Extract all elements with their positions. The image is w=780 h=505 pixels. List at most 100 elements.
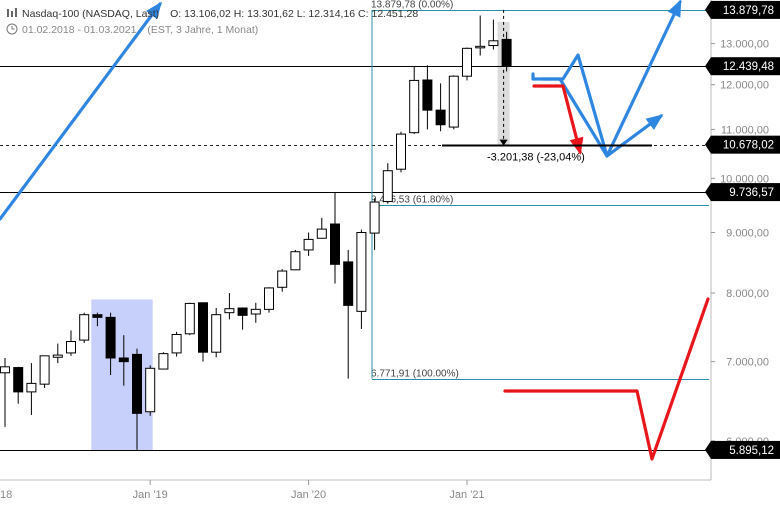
blue-arrow-lower-path	[541, 77, 663, 158]
candle-body	[475, 45, 486, 49]
candle	[198, 302, 208, 362]
candle-body	[105, 316, 116, 359]
candle	[396, 131, 406, 173]
candle	[145, 365, 156, 416]
candle	[39, 355, 50, 389]
candle-body	[277, 270, 288, 288]
candle	[343, 249, 354, 379]
x-axis: 18 Jan '19 Jan '20 Jan '21	[0, 480, 485, 501]
price-badge-label: 5.895,12	[729, 445, 774, 457]
chart-range-meta: 01.02.2018 - 01.03.2021 (EST, 3 Jahre, 1…	[22, 24, 258, 36]
y-tick-label: 8.000,00	[726, 288, 769, 300]
candle-body	[330, 223, 340, 265]
fibonacci-layer: 13.879,78 (0.00%) 9.496,53 (61.80%) 6.771,…	[371, 0, 709, 380]
candle	[250, 302, 261, 323]
price-badge-bg	[711, 440, 780, 459]
x-tick-label: Jan '19	[133, 489, 168, 501]
candle-body	[145, 367, 156, 413]
price-badge-label: 10.678,02	[723, 140, 774, 152]
price-badge: 12.439,48	[705, 57, 780, 76]
candle	[356, 229, 367, 329]
price-badge-bg	[711, 135, 780, 154]
price-badge-bg	[711, 183, 780, 202]
candle-body	[184, 302, 195, 335]
candle	[224, 293, 235, 320]
clock-icon	[6, 23, 18, 35]
candle-body	[409, 79, 420, 134]
candle-body	[369, 201, 380, 234]
measure-layer: -3.201,38 (-23,04%)	[442, 9, 652, 164]
candle	[422, 65, 433, 130]
candle-body	[382, 170, 393, 202]
instrument-title: Nasdaq-100 (NASDAQ, Last)	[22, 8, 159, 20]
candle-body	[92, 314, 103, 318]
candle	[171, 331, 182, 357]
blue-arrow-upper-head	[667, 0, 682, 18]
y-tick-label: 9.000,00	[726, 228, 769, 240]
candle	[316, 217, 327, 239]
price-badge-label: 13.879,78	[723, 5, 774, 17]
fib-level-label: 9.496,53 (61.80%)	[371, 195, 453, 206]
candle	[66, 330, 76, 356]
candle	[488, 19, 499, 50]
candle	[184, 302, 195, 336]
ohlc-values: O: 13.106,02 H: 13.301,62 L: 12.314,16 C…	[170, 8, 418, 20]
candle-body	[422, 79, 433, 111]
candle	[132, 348, 142, 450]
red-arrow-upper-path	[532, 84, 582, 154]
price-level-labels: 13.879,78 12.439,48 10.678,02 9.736,57 5.895…	[705, 0, 780, 459]
candle-body	[118, 357, 129, 363]
candle	[435, 83, 446, 132]
y-tick-label: 13.000,00	[720, 39, 769, 51]
candle-body	[198, 302, 208, 353]
candle-body	[224, 308, 235, 314]
red-arrow-lower-path	[503, 297, 710, 461]
date-range: 01.02.2018 - 01.03.2021	[22, 24, 137, 36]
chart-type-icon	[7, 8, 17, 17]
red-arrow-lower	[503, 297, 710, 461]
candle-body	[356, 232, 367, 312]
candle-body	[26, 382, 37, 393]
chart-title-ohlc: Nasdaq-100 (NASDAQ, Last) O: 13.106,02 H…	[22, 8, 418, 20]
candle-body	[66, 340, 76, 354]
price-badge-pointer	[705, 135, 711, 154]
candles-layer	[0, 15, 512, 450]
measure-label: -3.201,38 (-23,04%)	[487, 152, 585, 164]
candle	[369, 198, 380, 250]
y-tick-label: 12.000,00	[720, 80, 769, 92]
candle	[105, 312, 116, 376]
candle-body	[303, 238, 314, 251]
candle	[290, 249, 301, 271]
candle	[303, 232, 314, 256]
price-badge-label: 9.736,57	[729, 187, 774, 199]
candle-body	[316, 228, 327, 239]
blue-arrow-left-trend	[0, 1, 162, 221]
candle	[277, 269, 288, 292]
candle	[211, 308, 222, 358]
price-badge-bg	[711, 57, 780, 76]
price-badge-pointer	[705, 183, 711, 202]
price-badge: 13.879,78	[705, 0, 780, 19]
candle	[501, 31, 512, 72]
price-badge-pointer	[705, 0, 711, 19]
candle-body	[462, 47, 472, 77]
candle-body	[264, 287, 274, 310]
candle	[13, 366, 24, 404]
range-meta: (EST, 3 Jahre, 1 Monat)	[147, 24, 258, 36]
candle-body	[488, 40, 499, 47]
price-badge-label: 12.439,48	[723, 61, 774, 73]
projection-arrows-layer	[0, 0, 710, 461]
fib-level-label: 13.879,78 (0.00%)	[371, 0, 453, 11]
candle	[264, 287, 274, 313]
y-tick-label: 10.000,00	[720, 173, 769, 185]
candle	[330, 192, 340, 284]
candle-body	[237, 307, 248, 316]
candle	[448, 75, 459, 130]
price-badge: 5.895,12	[705, 440, 780, 459]
candle	[409, 67, 420, 135]
candle	[475, 15, 486, 56]
candle	[158, 352, 169, 370]
candle-body	[290, 251, 301, 271]
price-badge: 9.736,57	[705, 183, 780, 202]
candle-body	[52, 354, 63, 358]
